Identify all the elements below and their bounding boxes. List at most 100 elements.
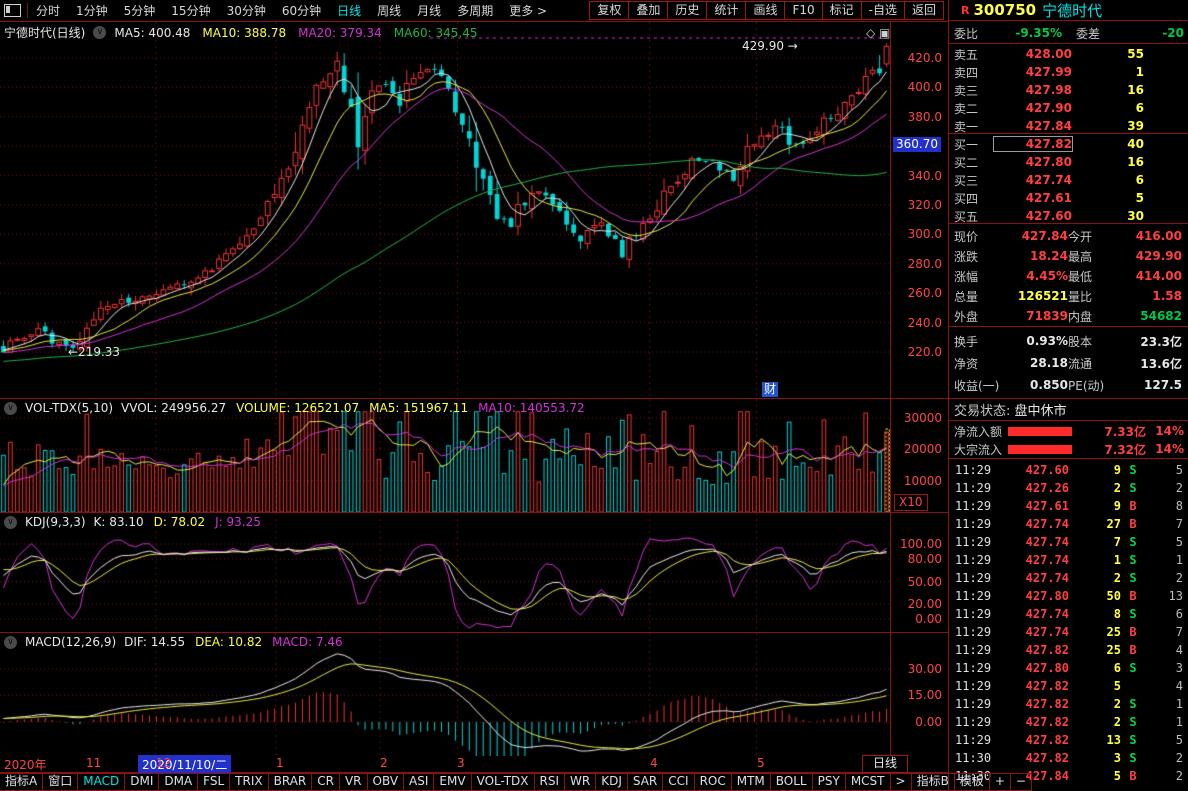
indicator-tab-RSI[interactable]: RSI <box>533 773 566 791</box>
toolbar-button-标记[interactable]: 标记 <box>821 1 862 20</box>
indicator-tab-KDJ[interactable]: KDJ <box>595 773 628 791</box>
toolbar-button-历史[interactable]: 历史 <box>667 1 708 20</box>
period-box[interactable]: 日线 <box>862 755 909 773</box>
tick-trade-row[interactable]: 11:29 427.26 2 S 2 <box>949 479 1188 497</box>
period-button-5分钟[interactable]: 5分钟 <box>123 4 156 18</box>
news-badge[interactable]: 财 <box>762 382 779 397</box>
tick-trade-row[interactable]: 11:29 427.82 2 S 1 <box>949 695 1188 713</box>
period-button-分时[interactable]: 分时 <box>36 4 61 18</box>
candlestick-pane[interactable]: 宁德时代(日线) ∨ MA5: 400.48 MA10: 388.78 MA20: … <box>0 22 948 398</box>
time-axis[interactable]: 2020年 11 2020/11/10/二 12 1 2 3 4 5 日线 <box>0 755 948 774</box>
indicator-tab-VOL-TDX[interactable]: VOL-TDX <box>470 773 535 791</box>
kdj-canvas[interactable] <box>0 513 890 633</box>
indicator-tab->[interactable]: > <box>889 773 912 791</box>
indicator-tab-SAR[interactable]: SAR <box>626 773 664 791</box>
volume-canvas[interactable] <box>0 399 890 513</box>
candlestick-canvas[interactable] <box>0 22 890 398</box>
indicator-tab-ROC[interactable]: ROC <box>693 773 732 791</box>
indicator-tab-PSY[interactable]: PSY <box>811 773 846 791</box>
ask-row[interactable]: 卖二 427.90 6 <box>949 99 1188 117</box>
tick-trade-row[interactable]: 11:29 427.61 9 B 8 <box>949 497 1188 515</box>
volume-pane[interactable]: ∨ VOL-TDX(5,10) VVOL: 249956.27 VOLUME: 1… <box>0 398 948 513</box>
kdj-pane[interactable]: ∨ KDJ(9,3,3) K: 83.10 D: 78.02 J: 93.25 10… <box>0 512 948 633</box>
tick-trade-row[interactable]: 11:29 427.74 25 B 7 <box>949 623 1188 641</box>
chevron-down-icon[interactable]: ∨ <box>4 515 17 529</box>
diamond-icon[interactable]: ◇ <box>866 26 876 40</box>
indicator-tab-FSL[interactable]: FSL <box>197 773 231 791</box>
indicator-tab-TRIX[interactable]: TRIX <box>229 773 269 791</box>
indicator-tab-MCST[interactable]: MCST <box>844 773 891 791</box>
macd-canvas[interactable] <box>0 633 890 756</box>
period-button-日线[interactable]: 日线 <box>337 4 362 18</box>
tick-trade-row[interactable]: 11:29 427.60 9 S 5 <box>949 461 1188 479</box>
tick-trade-row[interactable]: 11:29 427.80 6 S 3 <box>949 659 1188 677</box>
toolbar-button-统计[interactable]: 统计 <box>706 1 747 20</box>
indicator-tab-BRAR[interactable]: BRAR <box>267 773 313 791</box>
tick-trade-row[interactable]: 11:29 427.82 13 S 5 <box>949 731 1188 749</box>
bid-row[interactable]: 买四 427.61 5 <box>949 189 1188 207</box>
tick-trade-row[interactable]: 11:29 427.80 50 B 13 <box>949 587 1188 605</box>
bid-row[interactable]: 买一 427.82 40 <box>949 135 1188 153</box>
period-button-15分钟[interactable]: 15分钟 <box>171 4 211 18</box>
ask-row[interactable]: 卖三 427.98 16 <box>949 81 1188 99</box>
period-button-30分钟[interactable]: 30分钟 <box>226 4 266 18</box>
indicator-tab-−[interactable]: − <box>1009 773 1032 791</box>
period-button-1分钟[interactable]: 1分钟 <box>76 4 108 18</box>
bid-row[interactable]: 买五 427.60 30 <box>949 207 1188 225</box>
ask-row[interactable]: 卖五 428.00 55 <box>949 45 1188 63</box>
indicator-tab-DMA[interactable]: DMA <box>158 773 199 791</box>
tick-trade-row[interactable]: 11:29 427.74 1 S 1 <box>949 551 1188 569</box>
indicator-tab-指标B[interactable]: 指标B <box>910 773 955 791</box>
indicator-tab-CR[interactable]: CR <box>311 773 340 791</box>
period-button-月线[interactable]: 月线 <box>417 4 442 18</box>
bid-row[interactable]: 买二 427.80 16 <box>949 153 1188 171</box>
indicator-tab-DMI[interactable]: DMI <box>124 773 160 791</box>
toolbar-button-画线[interactable]: 画线 <box>745 1 786 20</box>
macd-pane[interactable]: ∨ MACD(12,26,9) DIF: 14.55 DEA: 10.82 MACD… <box>0 632 948 756</box>
tick-trade-row[interactable]: 11:29 427.82 25 B 4 <box>949 641 1188 659</box>
chevron-down-icon[interactable]: ∨ <box>4 635 17 649</box>
chevron-down-icon[interactable]: ∨ <box>4 401 17 415</box>
tick-trade-row[interactable]: 11:29 427.82 5 4 <box>949 677 1188 695</box>
indicator-tab-OBV[interactable]: OBV <box>366 773 405 791</box>
indicator-tab-指标A[interactable]: 指标A <box>0 773 44 791</box>
tick-trade-row[interactable]: 11:29 427.74 8 S 6 <box>949 605 1188 623</box>
indicator-tab-ASI[interactable]: ASI <box>403 773 435 791</box>
ask-row[interactable]: 卖四 427.99 1 <box>949 63 1188 81</box>
toolbar-button-F10[interactable]: F10 <box>784 1 823 20</box>
period-button-周线[interactable]: 周线 <box>377 4 402 18</box>
period-button-60分钟[interactable]: 60分钟 <box>281 4 322 18</box>
tick-trade-row[interactable]: 11:29 427.74 2 S 2 <box>949 569 1188 587</box>
ask-row[interactable]: 卖一 427.84 39 <box>949 117 1188 135</box>
indicator-tab-MTM[interactable]: MTM <box>730 773 771 791</box>
tick-trade-row[interactable]: 11:30 427.82 3 S 2 <box>949 749 1188 767</box>
macd-tick: 15.00 <box>907 688 942 703</box>
period-button-更多 >[interactable]: 更多 > <box>509 4 548 18</box>
indicator-tab-BOLL[interactable]: BOLL <box>769 773 813 791</box>
indicator-tab-MACD[interactable]: MACD <box>77 773 126 791</box>
toolbar-button-复权[interactable]: 复权 <box>589 1 630 20</box>
tick-trade-row[interactable]: 11:29 427.74 7 S 5 <box>949 533 1188 551</box>
tick-trade-row[interactable]: 11:29 427.74 27 B 7 <box>949 515 1188 533</box>
period-button-多周期[interactable]: 多周期 <box>457 4 494 18</box>
indicator-tab-EMV[interactable]: EMV <box>433 773 472 791</box>
tick-lots: 1 <box>1113 553 1121 567</box>
tick-trade-row[interactable]: 11:30 427.84 5 B 2 <box>949 767 1188 785</box>
toolbar-button-叠加[interactable]: 叠加 <box>628 1 669 20</box>
maximize-pane-icon[interactable]: ▣ <box>879 26 891 40</box>
toolbar-button-返回[interactable]: 返回 <box>903 1 944 20</box>
bid-row[interactable]: 买三 427.74 6 <box>949 171 1188 189</box>
indicator-tab-+[interactable]: + <box>988 773 1011 791</box>
indicator-tab-窗口[interactable]: 窗口 <box>42 773 79 791</box>
tick-count: 7 <box>1175 517 1183 531</box>
toolbar-button--自选[interactable]: -自选 <box>860 1 905 20</box>
indicator-tab-WR[interactable]: WR <box>564 773 597 791</box>
tick-trade-row[interactable]: 11:29 427.82 2 S 1 <box>949 713 1188 731</box>
indicator-tab-VR[interactable]: VR <box>338 773 368 791</box>
selected-date[interactable]: 2020/11/10/二 <box>138 755 232 774</box>
indicator-tab-CCI[interactable]: CCI <box>662 773 695 791</box>
price-tick: 280.0 <box>907 256 942 271</box>
indicator-tab-模板[interactable]: 模板 <box>953 773 990 791</box>
chevron-down-icon[interactable]: ∨ <box>93 26 107 39</box>
window-layout-icon[interactable] <box>4 4 21 17</box>
